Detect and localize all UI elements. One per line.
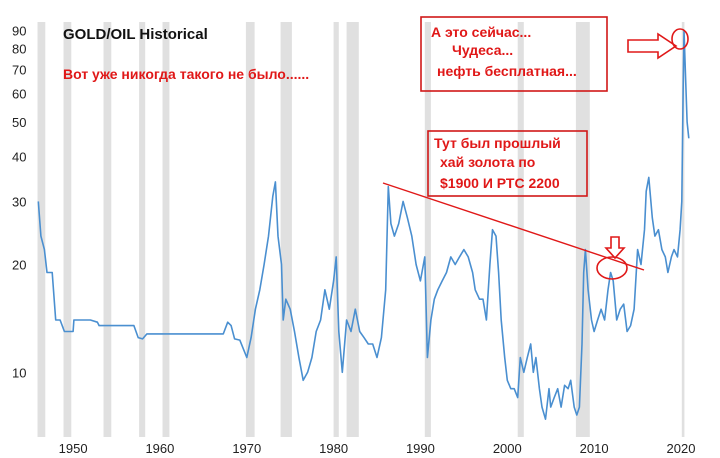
x-axis: 1950 1960 1970 1980 1990 2000 2010 2020 [59, 441, 696, 456]
x-tick-label: 1950 [59, 441, 88, 456]
recession-band [245, 22, 255, 437]
recession-band [162, 22, 170, 437]
peak-arrow-icon [627, 32, 678, 60]
y-tick-label: 80 [12, 42, 26, 57]
prev-high-circle [596, 256, 628, 280]
trend-line [382, 182, 645, 271]
chart-title: GOLD/OIL Historical [63, 26, 208, 43]
y-axis: 10 20 30 40 50 60 70 80 90 [12, 23, 26, 380]
recession-band [346, 22, 359, 437]
recession-band [424, 22, 431, 437]
annotation-prev-high-box [427, 130, 588, 197]
y-tick-label: 50 [12, 115, 26, 130]
down-arrow-icon [604, 236, 626, 260]
recession-band [37, 22, 46, 437]
recession-band [575, 22, 590, 437]
x-tick-label: 2020 [667, 441, 696, 456]
series-line [37, 29, 690, 420]
y-tick-label: 90 [12, 23, 26, 38]
annotation-now-box [420, 16, 608, 92]
y-tick-label: 20 [12, 258, 26, 273]
annotation-now-line2: Чудеса... [452, 42, 513, 58]
annotation-now-line1: А это сейчас... [431, 24, 531, 40]
x-tick-label: 2000 [493, 441, 522, 456]
peak-circle [671, 28, 689, 50]
recession-band [280, 22, 292, 437]
recession-band [139, 22, 146, 437]
y-tick-label: 70 [12, 63, 26, 78]
y-tick-label: 30 [12, 194, 26, 209]
x-tick-label: 1970 [232, 441, 261, 456]
x-tick-label: 1980 [319, 441, 348, 456]
x-tick-label: 2010 [580, 441, 609, 456]
annotation-never-before: Вот уже никогда такого не было...... [63, 66, 309, 82]
annotation-prev-high-line1: Тут был прошлый [434, 135, 561, 151]
recession-band [103, 22, 112, 437]
recession-band [63, 22, 72, 437]
x-tick-label: 1960 [145, 441, 174, 456]
x-tick-label: 1990 [406, 441, 435, 456]
annotation-prev-high-line2: хай золота по [440, 154, 535, 170]
y-tick-label: 10 [12, 365, 26, 380]
recession-band [333, 22, 339, 437]
annotation-prev-high-line3: $1900 И РТС 2200 [440, 175, 560, 191]
y-tick-label: 60 [12, 87, 26, 102]
recession-bands [37, 22, 685, 437]
y-tick-label: 40 [12, 150, 26, 165]
recession-band [681, 22, 685, 437]
annotation-now-line3: нефть бесплатная... [437, 63, 577, 79]
